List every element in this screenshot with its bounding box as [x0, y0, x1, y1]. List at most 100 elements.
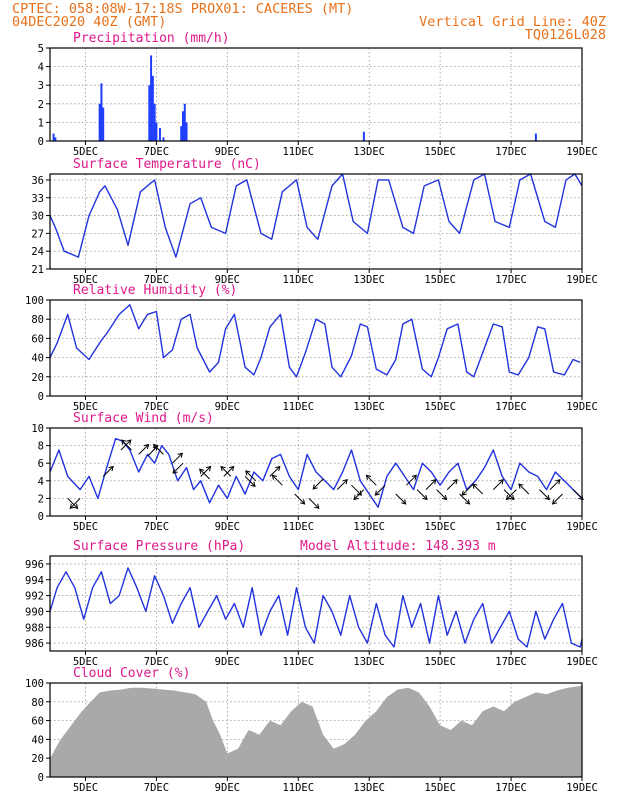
header-date: 04DEC2020 40Z (GMT)	[12, 14, 166, 30]
x-tick-label: 7DEC	[144, 274, 169, 286]
x-tick-label: 13DEC	[353, 656, 385, 668]
panel-6: 0 20 40 60 80 100 5DEC 7DEC 9DEC 11DEC 13DEC 15DEC 1…	[25, 666, 598, 794]
x-tick-label: 9DEC	[215, 401, 240, 413]
wind-arrow-head	[374, 490, 380, 496]
wind-arrow	[416, 489, 428, 500]
precip-bar	[362, 131, 365, 141]
precip-bar	[54, 137, 57, 141]
wind-arrow	[353, 489, 365, 500]
panel-title: Surface Temperature (nC)	[73, 157, 261, 172]
precip-bar	[534, 133, 537, 141]
x-tick-label: 13DEC	[353, 274, 385, 286]
wind-arrow	[552, 493, 563, 505]
wind-arrow-head	[229, 465, 235, 472]
x-tick-label: 9DEC	[215, 274, 240, 286]
y-tick-label: 20	[31, 753, 44, 765]
x-tick-label: 13DEC	[353, 782, 385, 794]
wind-arrow	[446, 479, 458, 490]
wind-arrow-head	[461, 490, 467, 496]
y-tick-label: 80	[31, 314, 44, 326]
y-tick-label: 990	[25, 606, 44, 618]
wind-arrow	[147, 445, 158, 457]
wind-arrow-head	[401, 499, 407, 505]
wind-arrow-head	[121, 439, 127, 445]
panel-frame	[49, 47, 583, 142]
series-line	[49, 304, 581, 378]
wind-arrow	[406, 474, 417, 486]
precip-bar	[185, 122, 188, 141]
series-line	[49, 173, 583, 258]
y-tick-label: 0	[38, 391, 44, 403]
y-tick-label: 21	[31, 264, 44, 276]
wind-arrow	[539, 489, 550, 500]
wind-arrow-head	[205, 465, 212, 472]
y-tick-label: 986	[25, 638, 44, 650]
wind-arrow-head	[464, 499, 471, 505]
precip-bar	[148, 85, 151, 141]
wind-arrow	[272, 474, 283, 486]
panel-title: Cloud Cover (%)	[73, 666, 190, 681]
precip-bar	[155, 122, 158, 141]
y-tick-label: 24	[31, 246, 44, 258]
x-tick-label: 19DEC	[566, 782, 598, 794]
wind-arrow	[67, 498, 78, 509]
y-tick-label: 36	[31, 175, 44, 187]
y-tick-label: 5	[38, 43, 44, 55]
x-tick-label: 5DEC	[73, 401, 98, 413]
wind-arrow	[395, 493, 407, 505]
cloud-area	[50, 685, 582, 777]
series-line	[49, 567, 583, 648]
wind-arrow	[223, 466, 235, 477]
x-tick-label: 17DEC	[495, 521, 527, 533]
y-tick-label: 992	[25, 591, 44, 603]
x-tick-label: 19DEC	[566, 146, 598, 158]
x-tick-label: 19DEC	[566, 401, 598, 413]
x-tick-label: 7DEC	[144, 401, 169, 413]
wind-arrow	[244, 476, 256, 487]
precip-bar	[100, 83, 103, 141]
y-tick-label: 20	[31, 372, 44, 384]
wind-arrow	[492, 479, 504, 490]
y-tick-label: 100	[25, 295, 44, 307]
y-tick-label: 3	[38, 80, 44, 92]
wind-arrow	[172, 452, 183, 464]
precip-bar	[183, 103, 186, 141]
wind-arrow	[336, 479, 348, 490]
x-tick-label: 9DEC	[215, 782, 240, 794]
wind-arrow	[199, 468, 210, 480]
y-tick-label: 2	[38, 99, 44, 111]
x-tick-label: 5DEC	[73, 656, 98, 668]
wind-arrow-head	[126, 439, 132, 445]
x-tick-label: 11DEC	[282, 146, 314, 158]
header-grid-note: Vertical Grid Line: 40Z	[419, 14, 606, 30]
precip-bar	[180, 126, 183, 141]
x-tick-label: 5DEC	[73, 274, 98, 286]
wind-arrow	[200, 466, 211, 477]
panel-title: Precipitation (mm/h)	[73, 31, 230, 46]
x-tick-label: 15DEC	[424, 274, 456, 286]
x-tick-label: 9DEC	[215, 521, 240, 533]
panel-title: Surface Pressure (hPa)	[73, 539, 245, 554]
wind-arrow	[121, 439, 132, 451]
y-tick-label: 0	[38, 136, 44, 148]
wind-arrow-head	[177, 452, 183, 458]
wind-arrow-head	[275, 465, 281, 472]
y-tick-label: 40	[31, 353, 44, 365]
y-tick-label: 988	[25, 622, 44, 634]
x-tick-label: 7DEC	[144, 656, 169, 668]
x-tick-label: 19DEC	[566, 274, 598, 286]
x-tick-label: 17DEC	[495, 782, 527, 794]
wind-arrow	[312, 478, 324, 490]
x-tick-label: 5DEC	[73, 521, 98, 533]
x-tick-label: 11DEC	[282, 782, 314, 794]
y-tick-label: 60	[31, 716, 44, 728]
y-tick-label: 4	[38, 62, 44, 74]
wind-arrow	[172, 462, 184, 474]
precip-bar	[102, 107, 105, 141]
wind-arrow	[472, 483, 484, 495]
wind-arrow-head	[342, 479, 348, 485]
wind-arrow-head	[472, 483, 478, 489]
wind-arrow	[308, 498, 320, 509]
wind-arrow	[436, 489, 447, 500]
panel-title: Relative Humidity (%)	[73, 283, 237, 298]
